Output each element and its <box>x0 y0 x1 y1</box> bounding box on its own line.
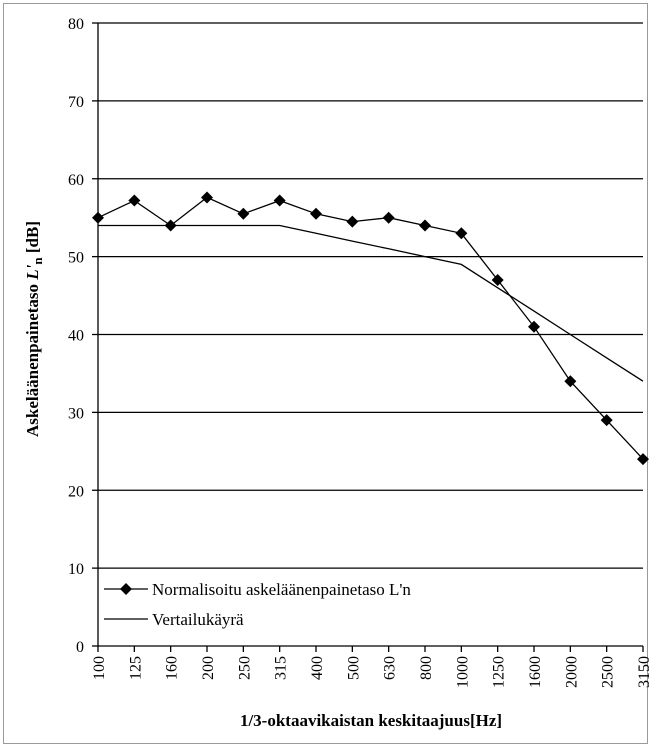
data-point-series-1-2000 <box>564 375 577 388</box>
x-tick-label-200: 200 <box>200 656 217 680</box>
x-tick-label-800: 800 <box>418 656 435 680</box>
data-point-series-1-250 <box>237 207 250 220</box>
grid-layer <box>98 22 643 569</box>
x-tick-label-250: 250 <box>236 656 253 680</box>
axis-layer: 0 10 20 30 40 50 60 70 80 100 125 160 200 250 315 400 50… <box>68 16 652 688</box>
x-tick-label-100: 100 <box>91 656 108 680</box>
y-tick-label-50: 50 <box>68 250 84 267</box>
data-point-series-1-800 <box>419 219 431 232</box>
legend-marker-series-1 <box>120 583 132 595</box>
y-axis-title-main: Askeläänenpainetaso <box>23 280 42 437</box>
data-point-series-1-630 <box>382 211 395 224</box>
data-point-series-1-3150 <box>637 453 649 466</box>
data-point-series-1-125 <box>128 194 141 207</box>
data-point-series-1-100 <box>92 211 104 224</box>
x-tick-label-125: 125 <box>127 656 144 680</box>
x-tick-label-500: 500 <box>345 656 362 680</box>
x-axis-title: 1/3-oktaavikaistan keskitaajuus[Hz] <box>240 711 502 730</box>
legend: Normalisoitu askeläänenpainetaso L'n Ver… <box>100 576 411 634</box>
series-line-1 <box>97 196 644 460</box>
y-axis-title-subscript: n <box>30 257 45 265</box>
x-tick-label-315: 315 <box>273 656 290 680</box>
y-tick-label-30: 30 <box>68 405 84 422</box>
legend-label-series-1: Normalisoitu askeläänenpainetaso L'n <box>152 580 411 599</box>
data-point-series-1-400 <box>310 207 322 220</box>
x-tick-label-2500: 2500 <box>600 656 617 688</box>
y-axis-title-unit: [dB] <box>23 221 42 257</box>
y-tick-label-80: 80 <box>68 16 84 33</box>
y-tick-label-10: 10 <box>68 561 84 578</box>
x-tick-label-160: 160 <box>164 656 181 680</box>
y-tick-label-20: 20 <box>68 483 84 500</box>
data-point-series-1-200 <box>201 191 213 204</box>
series-layer <box>92 191 649 466</box>
data-point-series-1-1000 <box>455 227 468 240</box>
x-tick-label-2000: 2000 <box>563 656 580 688</box>
data-point-series-1-1600 <box>528 320 540 333</box>
x-tick-label-630: 630 <box>382 656 399 680</box>
y-tick-label-70: 70 <box>68 94 84 111</box>
x-tick-label-1000: 1000 <box>454 656 471 688</box>
y-axis-title-symbol: L' <box>23 264 42 280</box>
legend-label-series-2: Vertailukäyrä <box>152 610 244 629</box>
x-tick-label-1600: 1600 <box>527 656 544 688</box>
x-tick-label-1250: 1250 <box>491 656 508 688</box>
x-tick-label-400: 400 <box>309 656 326 680</box>
series-line-2 <box>98 224 644 382</box>
data-point-series-1-315 <box>273 194 286 207</box>
x-tick-label-3150: 3150 <box>636 656 652 688</box>
y-tick-label-40: 40 <box>68 328 84 345</box>
y-tick-label-0: 0 <box>76 639 84 656</box>
y-axis-title: Askeläänenpainetaso L'n [dB] <box>23 221 45 437</box>
data-point-series-1-2500 <box>600 414 613 427</box>
data-point-series-1-500 <box>346 215 359 228</box>
data-point-series-1-1250 <box>491 273 504 286</box>
y-tick-label-60: 60 <box>68 172 84 189</box>
legend-box <box>100 576 400 634</box>
